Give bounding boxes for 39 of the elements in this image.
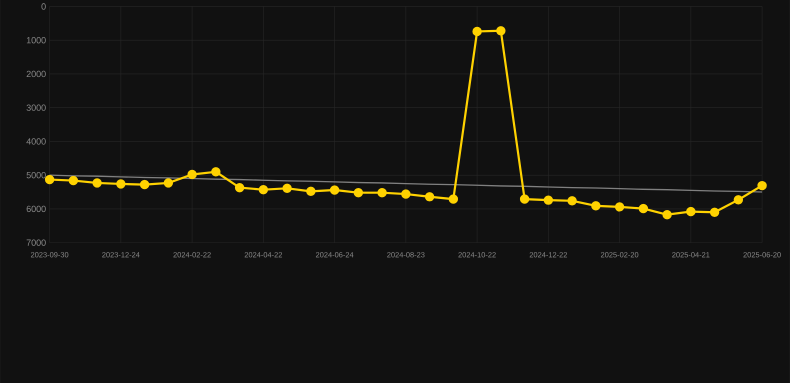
point [68, 176, 78, 186]
y-tick-label: 7000 [26, 239, 46, 246]
point [496, 26, 506, 36]
point [164, 178, 174, 188]
point [330, 185, 340, 195]
point [662, 210, 672, 220]
y-tick-label: 0 [41, 3, 46, 10]
point [306, 186, 316, 196]
point [710, 208, 720, 217]
point [734, 195, 744, 204]
point [686, 206, 696, 216]
y-tick-label: 2000 [26, 70, 46, 78]
point [614, 202, 624, 212]
point [354, 188, 364, 198]
point [187, 170, 197, 180]
y-tick-label: 6000 [26, 206, 46, 212]
y-tick-label: 4000 [26, 138, 46, 145]
y-tick-label: 5000 [26, 172, 46, 178]
point [258, 184, 268, 194]
point [401, 189, 411, 199]
point [116, 179, 126, 189]
point [591, 201, 601, 210]
point [140, 180, 150, 190]
point [44, 174, 54, 184]
point [424, 192, 434, 202]
point [544, 195, 554, 205]
point [472, 26, 482, 36]
point [211, 167, 221, 176]
y-tick-label: 3000 [26, 104, 46, 111]
point [92, 178, 102, 188]
y-tick-label: 1000 [26, 36, 46, 44]
point [757, 180, 767, 190]
point [567, 196, 577, 206]
point [448, 194, 458, 204]
point [520, 194, 530, 204]
point [282, 184, 292, 193]
point [377, 188, 387, 198]
point [638, 204, 648, 214]
point [234, 182, 244, 192]
